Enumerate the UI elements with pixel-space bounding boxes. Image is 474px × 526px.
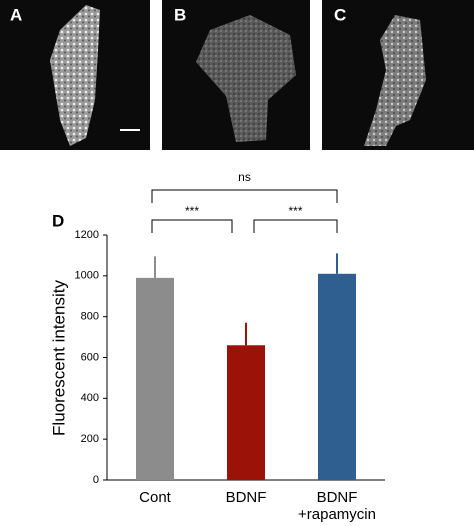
y-tick-label: 800 <box>81 311 99 323</box>
significance-label: *** <box>288 204 302 218</box>
y-tick-label: 0 <box>93 474 99 486</box>
panel-label: A <box>10 5 22 24</box>
significance-label: *** <box>185 204 199 218</box>
y-tick-label: 1200 <box>75 229 99 241</box>
panel-label: C <box>334 5 346 24</box>
x-tick-label-line: BDNF <box>317 489 358 506</box>
x-tick-label: BDNF +rapamycin <box>298 489 376 523</box>
x-tick-label-line: Cont <box>139 489 172 506</box>
significance-bracket <box>253 219 338 233</box>
y-axis-label: Fluorescent intensity <box>49 280 68 436</box>
y-tick-label: 200 <box>81 433 99 445</box>
x-tick-label: BDNF <box>226 489 267 506</box>
panel-label: B <box>174 5 186 24</box>
x-tick-label-line: BDNF <box>226 489 267 506</box>
x-tick-label: Cont <box>139 489 172 506</box>
y-tick-label: 1000 <box>75 270 99 282</box>
significance-label: ns <box>238 170 251 184</box>
significance-bracket <box>151 189 338 203</box>
bar <box>318 273 356 480</box>
bar <box>136 277 174 480</box>
micrograph-c <box>322 0 474 150</box>
y-tick-label: 400 <box>81 392 99 404</box>
x-tick-label-line: +rapamycin <box>298 506 376 523</box>
bar <box>227 345 265 480</box>
y-tick-label: 600 <box>81 351 99 363</box>
significance-bracket <box>151 219 233 233</box>
micrograph-b <box>162 0 310 150</box>
panel-label: D <box>52 211 64 230</box>
micrograph-a <box>0 0 150 150</box>
